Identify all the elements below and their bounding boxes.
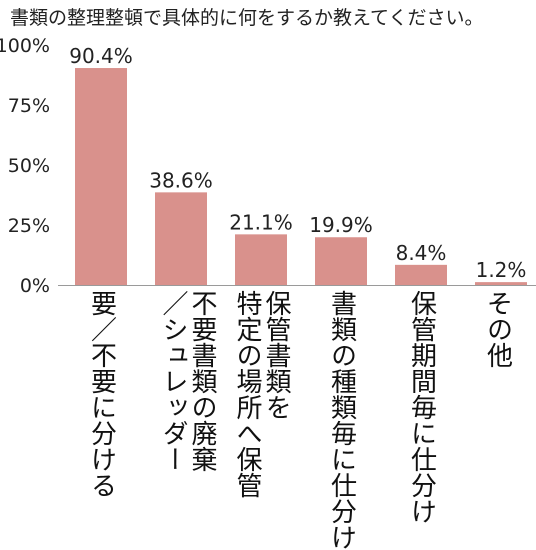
x-category-label-line: 不要書類の廃棄 (187, 290, 217, 472)
x-category-label: 保管書類を 特定の場所へ保管 (232, 290, 291, 536)
x-category-label-line: 保管期間毎に仕分け (406, 290, 437, 524)
bar (475, 282, 527, 285)
y-tick-label: 50% (8, 155, 50, 177)
y-tick-label: 100% (0, 35, 50, 57)
bar-value-label: 21.1% (229, 210, 293, 234)
x-category-label: 要／不要に分ける (86, 290, 117, 536)
bar-value-label: 1.2% (476, 258, 527, 282)
y-tick-label: 0% (20, 275, 50, 297)
x-category-label-line: 書類の種類毎に仕分け (326, 290, 357, 550)
x-category-label: 書類の種類毎に仕分け (327, 290, 357, 550)
chart-title: 書類の整理整頓で具体的に何をするか教えてください。 (10, 7, 484, 29)
bar-value-label: 90.4% (69, 44, 133, 68)
x-category-label-line: ／シュレッダー (158, 290, 188, 472)
bar (235, 234, 287, 285)
y-tick-label: 75% (8, 95, 50, 117)
bar (395, 264, 447, 285)
bar-value-label: 19.9% (309, 213, 373, 237)
bar-chart: 0% 25% 50% 75% 100% 90.4% 38.6% 21.1% 19.9% 8.4% 1… (0, 35, 536, 297)
y-tick-label: 25% (8, 215, 50, 237)
bar (75, 68, 127, 285)
bar (155, 192, 207, 285)
bar (315, 237, 367, 285)
x-category-label-line: 特定の場所へ保管 (232, 290, 262, 498)
x-category-label-line: その他 (482, 290, 513, 368)
x-category-label: その他 (482, 290, 513, 536)
x-category-label: 保管期間毎に仕分け (406, 290, 437, 536)
x-category-label: 不要書類の廃棄 ／シュレッダー (158, 290, 217, 536)
x-category-label-line: 要／不要に分ける (86, 290, 117, 498)
bar-value-label: 8.4% (396, 241, 447, 265)
x-category-label-line: 保管書類を (261, 290, 291, 420)
bar-value-label: 38.6% (149, 168, 213, 192)
